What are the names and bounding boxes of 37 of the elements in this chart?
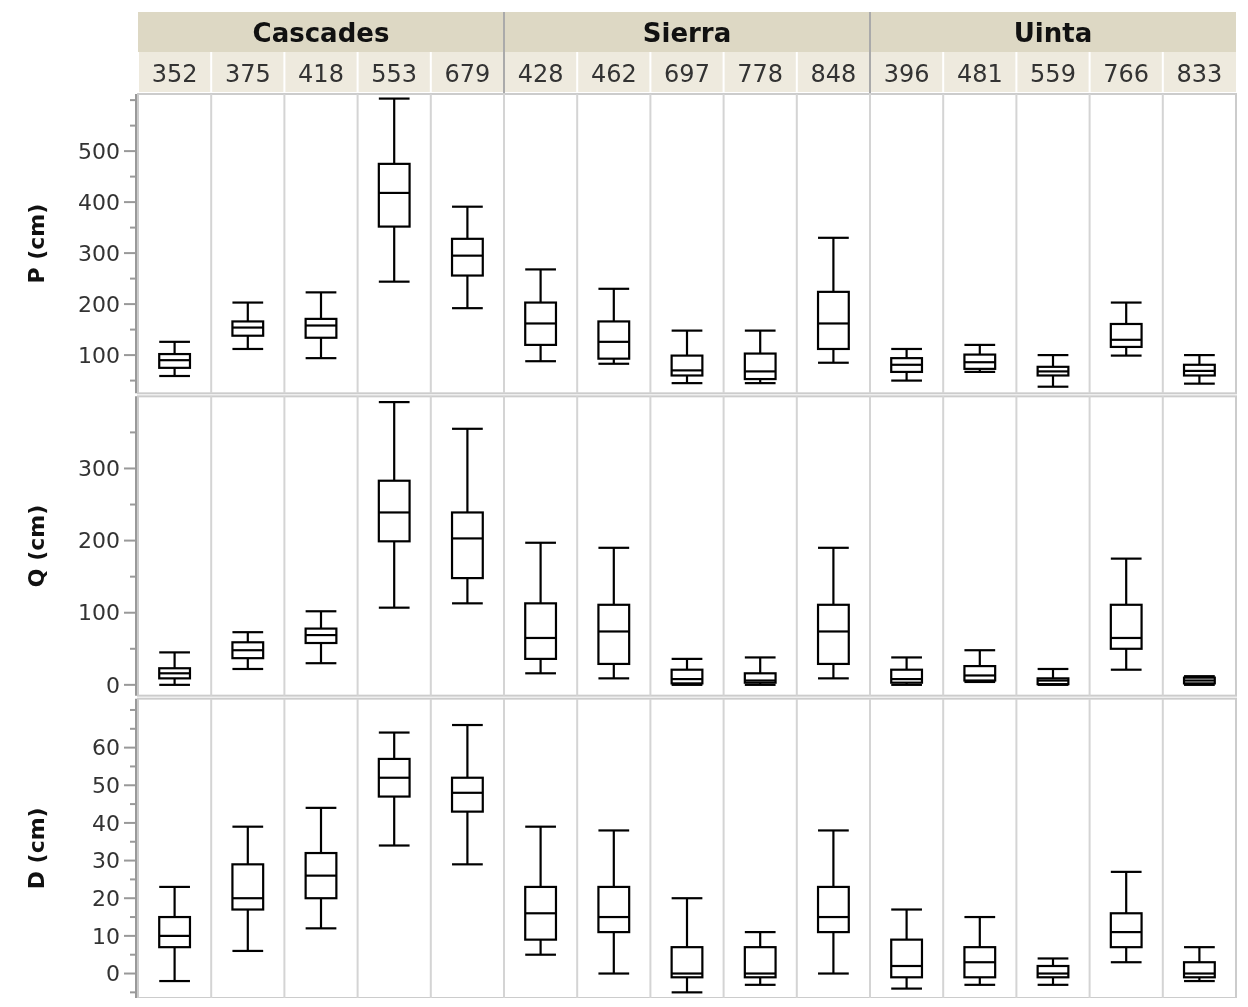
y-axis-title: D (cm) [24,807,49,890]
y-tick-label: 400 [78,189,120,215]
x-tick-label: 848 [810,60,857,88]
x-tick-label: 553 [371,60,418,88]
y-tick-label: 20 [92,885,120,911]
y-tick-label: 30 [92,848,120,874]
x-tick-label: 481 [956,60,1003,88]
y-axis-title: Q (cm) [24,504,49,588]
y-tick-label: 100 [78,342,120,368]
x-tick-label: 833 [1176,60,1223,88]
x-tick-label: 462 [590,60,637,88]
x-tick-label: 766 [1103,60,1150,88]
x-tick-label: 778 [737,60,784,88]
y-tick-label: 200 [78,528,120,554]
y-tick-label: 500 [78,138,120,164]
x-tick-label: 697 [664,60,710,88]
y-tick-label: 60 [92,735,120,761]
y-tick-label: 100 [78,600,120,626]
y-tick-label: 200 [78,291,120,317]
x-tick-label: 428 [517,60,564,88]
x-tick-label: 679 [444,60,491,88]
y-tick-label: 300 [78,240,120,266]
y-tick-label: 0 [106,961,120,987]
y-tick-label: 300 [78,456,120,482]
y-tick-label: 0 [106,672,120,698]
x-tick-label: 396 [883,60,930,88]
y-axis-title: P (cm) [24,203,49,284]
text: Cascades [252,18,390,48]
y-tick-label: 50 [92,772,120,798]
x-tick-label: 352 [151,60,198,88]
x-tick-label: 375 [224,60,271,88]
y-tick-label: 40 [92,810,120,836]
text: Uinta [1013,18,1093,48]
x-tick-label: 418 [298,60,344,88]
y-tick-label: 10 [92,923,120,949]
x-tick-label: 559 [1030,60,1076,88]
text: Sierra [642,18,732,48]
